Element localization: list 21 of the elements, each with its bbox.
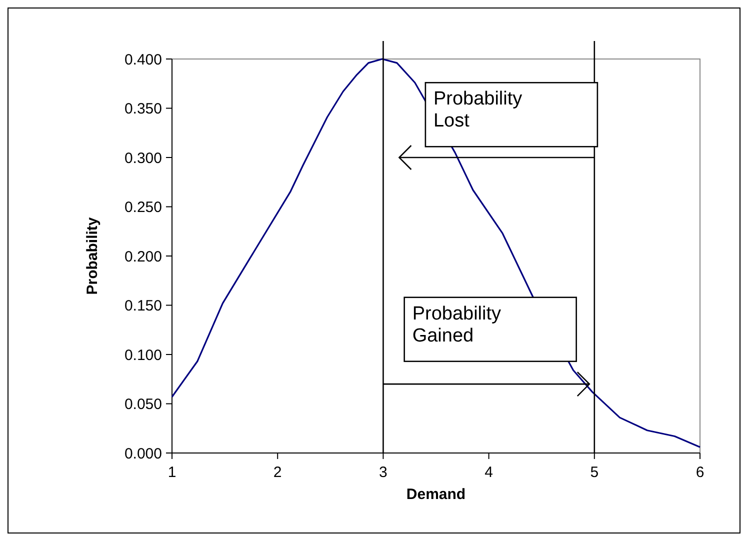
y-tick-label: 0.150 — [124, 298, 162, 314]
y-tick-label: 0.350 — [124, 100, 162, 118]
annotation: Probability Lost — [433, 88, 523, 132]
y-axis-title: Probability — [84, 216, 101, 295]
text-box: Probability Gained — [404, 296, 577, 362]
x-tick-label: 4 — [484, 464, 493, 481]
x-tick-label: 6 — [696, 464, 704, 481]
y-tick-label: 0.200 — [124, 248, 162, 266]
y-tick-label: 0.000 — [124, 445, 162, 462]
annotation: Probability Gained — [412, 303, 502, 346]
y-tick-label: 0.100 — [124, 346, 162, 364]
y-tick-label: 0.300 — [124, 150, 162, 167]
x-tick-label: 1 — [168, 464, 176, 481]
x-tick-label: 3 — [379, 464, 388, 481]
y-tick-label: 0.400 — [124, 51, 162, 68]
x-tick-label: 5 — [590, 464, 599, 481]
x-tick-label: 2 — [273, 464, 282, 481]
x-axis-title: Demand — [406, 486, 466, 503]
text-box: Probability Lost — [424, 82, 598, 148]
y-tick-label: 0.050 — [124, 396, 162, 413]
y-tick-label: 0.250 — [124, 199, 162, 216]
